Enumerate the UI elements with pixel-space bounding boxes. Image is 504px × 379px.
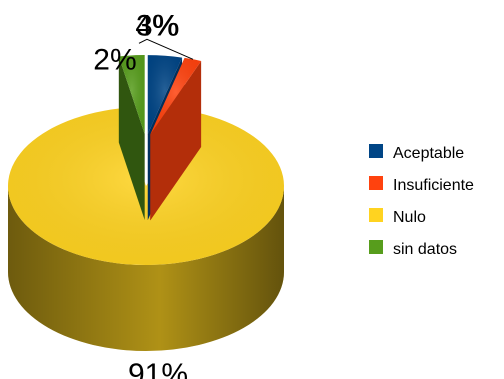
value-label-nulo: 91% xyxy=(128,358,188,379)
legend-swatch-sin-datos xyxy=(369,240,383,254)
legend-label-insuficiente: Insuficiente xyxy=(393,177,474,194)
slice-nulo xyxy=(7,108,285,351)
legend-label-sin-datos: sin datos xyxy=(393,241,457,258)
pie-slices xyxy=(7,55,285,351)
legend-label-aceptable: Aceptable xyxy=(393,145,464,162)
legend-swatch-aceptable xyxy=(369,144,383,158)
value-label-insuficiente: 2% xyxy=(93,43,136,76)
leader-line-insuficiente xyxy=(138,38,194,60)
slice-insuficiente xyxy=(150,57,202,221)
legend-label-nulo: Nulo xyxy=(393,209,426,226)
legend-swatch-nulo xyxy=(369,208,383,222)
value-label-aceptable: 4% xyxy=(135,10,178,43)
legend-swatch-insuficiente xyxy=(369,176,383,190)
legend: Aceptable Insuficiente Nulo sin datos xyxy=(369,144,474,258)
slice-sin-datos xyxy=(118,55,145,221)
slice-labels: 4%2% 91% 3% xyxy=(93,9,194,379)
value-label-sin-datos: 3% xyxy=(136,9,179,42)
